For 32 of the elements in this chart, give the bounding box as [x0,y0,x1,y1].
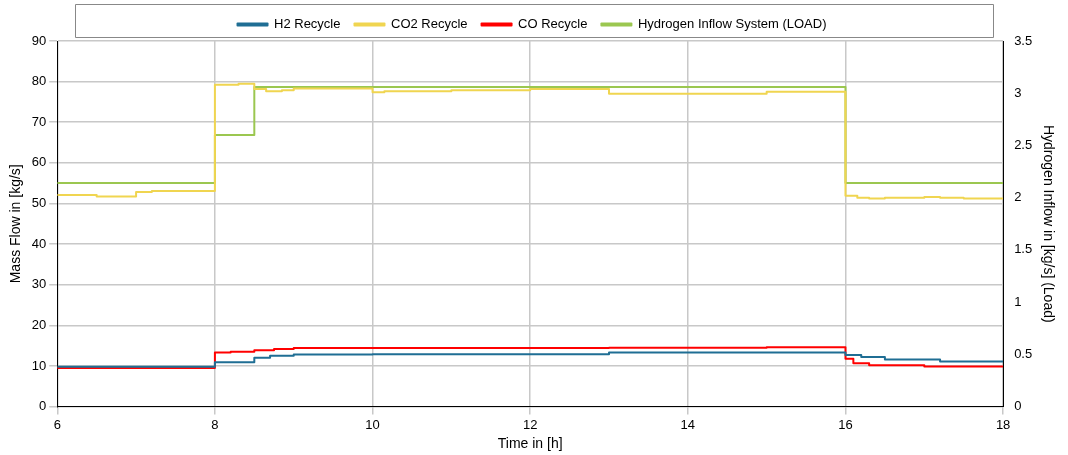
y-tick-label: 80 [31,73,47,89]
y-tick-label: 30 [31,276,47,292]
y2-tick-label: 2.5 [1014,137,1033,153]
y2-tick-label: 0 [1014,398,1022,414]
x-axis-title: Time in [h] [497,435,563,452]
y2-tick-label: 2 [1014,189,1022,205]
x-tick-label: 14 [680,416,696,432]
y2-axis-title: Hydrogen Inflow in [kg/s] (Load) [1040,124,1057,323]
y-tick-label: 0 [39,398,47,414]
y-axis-title: Mass Flow in [kg/s] [7,164,24,284]
y2-tick-label: 1 [1014,293,1022,309]
y-tick-label: 10 [31,357,47,373]
y2-tick-label: 3 [1014,84,1022,100]
y-tick-label: 60 [31,154,47,170]
y-tick-label: 50 [31,195,47,211]
x-tick-label: 16 [838,416,853,432]
legend-label: H2 Recycle [274,16,341,32]
x-tick-label: 10 [365,416,380,432]
y2-tick-label: 3.5 [1014,32,1033,48]
x-tick-label: 18 [995,416,1011,432]
legend-label: CO2 Recycle [390,16,468,32]
x-tick-label: 8 [211,416,219,432]
y2-tick-label: 1.5 [1014,241,1033,257]
x-tick-label: 6 [53,416,61,432]
legend-label: CO Recycle [518,16,588,32]
y-tick-label: 20 [31,316,47,332]
y-tick-label: 40 [31,235,47,251]
legend-label: Hydrogen Inflow System (LOAD) [637,16,827,32]
x-tick-label: 12 [522,416,538,432]
y-tick-label: 90 [31,32,47,48]
y-tick-label: 70 [31,113,47,129]
y2-tick-label: 0.5 [1014,345,1033,361]
